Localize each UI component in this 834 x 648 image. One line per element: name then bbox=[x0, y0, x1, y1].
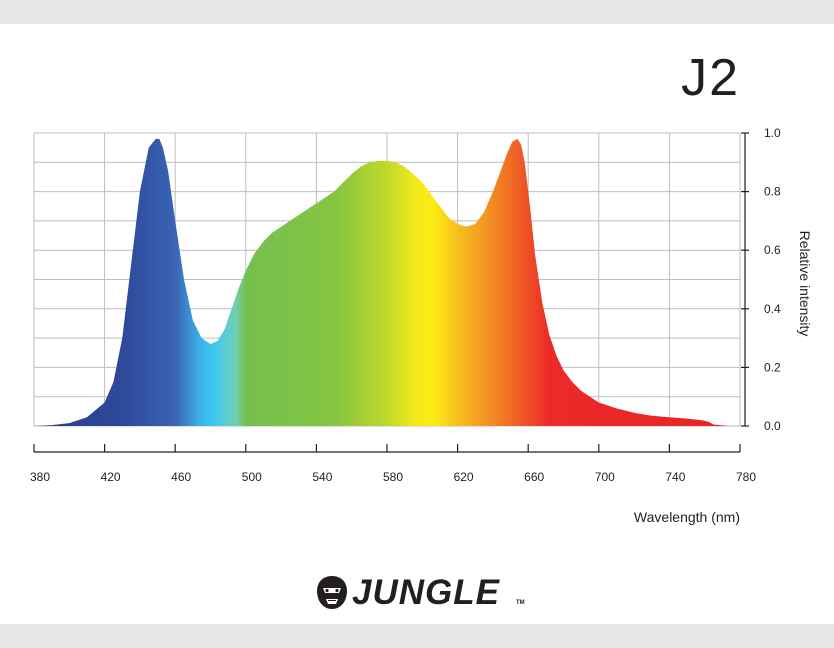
x-tick-label: 420 bbox=[101, 470, 121, 484]
x-tick-label: 620 bbox=[454, 470, 474, 484]
spectrum-area bbox=[34, 138, 740, 427]
x-tick-label: 580 bbox=[383, 470, 403, 484]
x-tick-label: 780 bbox=[736, 470, 756, 484]
y-axis-label: Relative intensity bbox=[797, 231, 813, 337]
x-tick-label: 540 bbox=[312, 470, 332, 484]
y-tick-label: 0.8 bbox=[764, 185, 781, 199]
logo-wordmark: JUNGLE bbox=[352, 573, 500, 612]
x-tick-label: 740 bbox=[665, 470, 685, 484]
y-tick-label: 0.0 bbox=[764, 419, 781, 433]
x-tick-label: 380 bbox=[30, 470, 50, 484]
x-tick-label: 700 bbox=[595, 470, 615, 484]
x-tick-label: 460 bbox=[171, 470, 191, 484]
x-tick-label: 500 bbox=[242, 470, 262, 484]
jungle-logo: JUNGLE TM bbox=[314, 573, 525, 612]
bottom-band bbox=[0, 624, 834, 648]
y-tick-label: 0.4 bbox=[764, 302, 781, 316]
gorilla-icon bbox=[317, 576, 347, 609]
y-tick-label: 0.2 bbox=[764, 360, 781, 374]
y-tick-label: 0.6 bbox=[764, 243, 781, 257]
y-tick-label: 1.0 bbox=[764, 126, 781, 140]
axes-layer: 0.0 0.2 0.4 0.6 0.8 1.0 Relative intensity 380 4… bbox=[30, 126, 813, 525]
x-tick-label: 660 bbox=[524, 470, 544, 484]
top-band bbox=[0, 0, 834, 24]
chart-title: J2 bbox=[681, 49, 740, 107]
x-axis-label: Wavelength (nm) bbox=[634, 509, 740, 525]
logo-trademark: TM bbox=[516, 600, 525, 606]
